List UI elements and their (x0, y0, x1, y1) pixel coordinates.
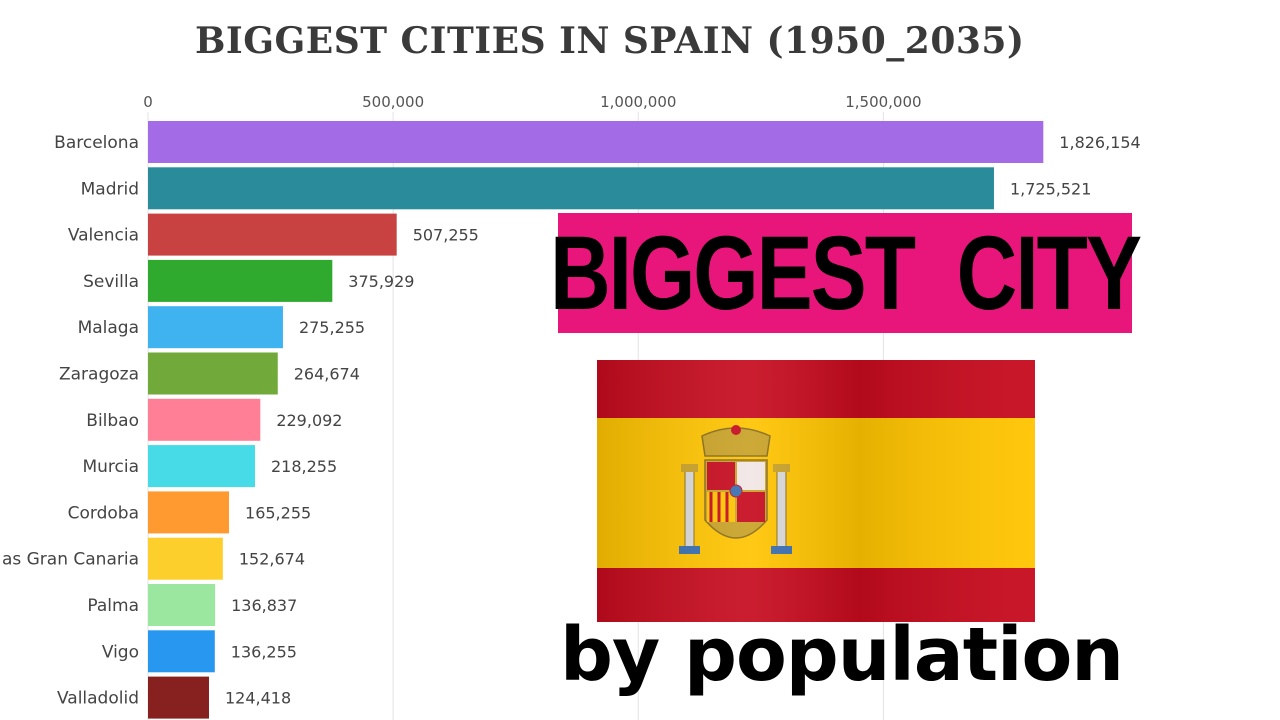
bar (148, 398, 261, 441)
data-label: 136,837 (231, 596, 297, 615)
overlay-heading: BIGGEST CITY (550, 213, 1142, 333)
spain-flag-image (597, 360, 1035, 622)
category-label: Vigo (102, 642, 139, 662)
chart-title: BIGGEST CITIES IN SPAIN (1950_2035) (195, 20, 1025, 62)
category-label: Cordoba (68, 503, 139, 523)
category-label: Malaga (78, 318, 139, 338)
category-label: Valladolid (57, 689, 139, 709)
overlay-subtitle: by population (560, 612, 1124, 698)
data-label: 136,255 (231, 642, 297, 661)
x-tick-label: 500,000 (362, 93, 424, 111)
bar (148, 445, 256, 488)
bar (148, 630, 215, 673)
bar (148, 584, 216, 626)
bar (148, 213, 397, 256)
bar (148, 537, 223, 580)
category-label: Palma (87, 596, 139, 616)
bar (148, 491, 230, 534)
bar (148, 259, 333, 302)
data-label: 1,725,521 (1010, 179, 1091, 198)
category-label: Barcelona (54, 133, 139, 153)
data-label: 1,826,154 (1059, 133, 1140, 152)
data-label: 124,418 (225, 689, 291, 708)
data-label: 264,674 (294, 365, 360, 384)
category-label: Madrid (81, 179, 139, 199)
x-tick-label: 0 (143, 93, 153, 111)
x-tick-label: 1,000,000 (600, 93, 676, 111)
data-label: 218,255 (271, 457, 337, 476)
data-label: 165,255 (245, 503, 311, 522)
data-label: 275,255 (299, 318, 365, 337)
data-label: 229,092 (276, 411, 342, 430)
bar (148, 167, 994, 210)
category-label: Murcia (82, 457, 139, 477)
category-label: Valencia (68, 226, 139, 246)
data-label: 375,929 (348, 272, 414, 291)
data-label: 152,674 (239, 550, 305, 569)
category-label: Bilbao (86, 411, 139, 431)
bar (148, 121, 1044, 163)
category-label: Zaragoza (59, 365, 139, 385)
data-label: 507,255 (413, 226, 479, 245)
bar (148, 676, 209, 719)
bar (148, 352, 278, 395)
category-label: Sevilla (83, 272, 139, 292)
overlay-heading-text: BIGGEST CITY (549, 213, 1142, 332)
bar (148, 306, 283, 349)
x-tick-label: 1,500,000 (845, 93, 921, 111)
category-label: as Gran Canaria (2, 550, 139, 570)
